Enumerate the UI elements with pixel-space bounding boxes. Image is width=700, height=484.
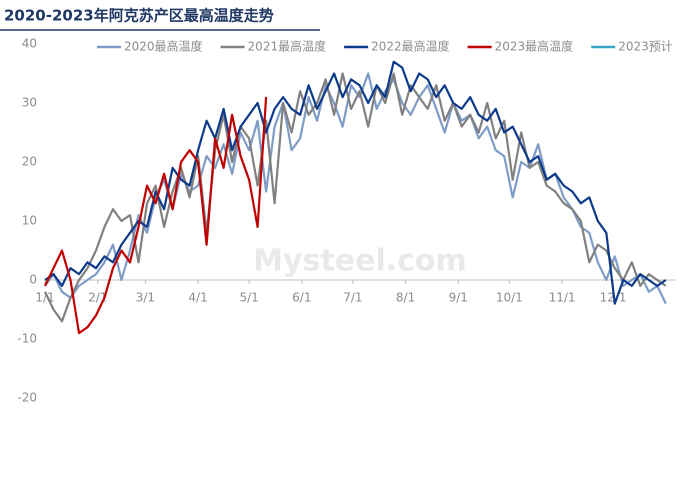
x-tick-label: 10/1	[496, 291, 523, 305]
legend-label: 2022最高温度	[371, 39, 450, 54]
legend-label: 2023最高温度	[495, 39, 574, 54]
y-tick-label: -20	[17, 391, 37, 405]
y-tick-label: 30	[22, 96, 37, 110]
x-tick-label: 6/1	[292, 291, 311, 305]
chart-title: 2020-2023年阿克苏产区最高温度走势	[4, 7, 274, 25]
y-tick-label: 0	[29, 273, 37, 287]
legend-label: 2020最高温度	[124, 39, 203, 54]
y-tick-label: -10	[17, 332, 37, 346]
x-tick-label: 7/1	[343, 291, 362, 305]
legend-label: 2023预计	[618, 40, 673, 54]
x-tick-label: 5/1	[239, 291, 258, 305]
x-tick-label: 9/1	[449, 291, 468, 305]
series-line	[44, 72, 667, 323]
series-line	[44, 60, 667, 305]
x-tick-label: 11/1	[549, 291, 576, 305]
y-tick-label: 20	[22, 155, 37, 169]
y-tick-label: 40	[22, 37, 37, 51]
legend-label: 2021最高温度	[248, 39, 327, 54]
x-tick-label: 8/1	[396, 291, 415, 305]
x-tick-label: 4/1	[188, 291, 207, 305]
series-line	[44, 72, 667, 305]
x-tick-label: 3/1	[136, 291, 155, 305]
series-line	[44, 97, 268, 335]
y-tick-label: 10	[22, 214, 37, 228]
watermark: Mysteel.com	[253, 244, 467, 279]
